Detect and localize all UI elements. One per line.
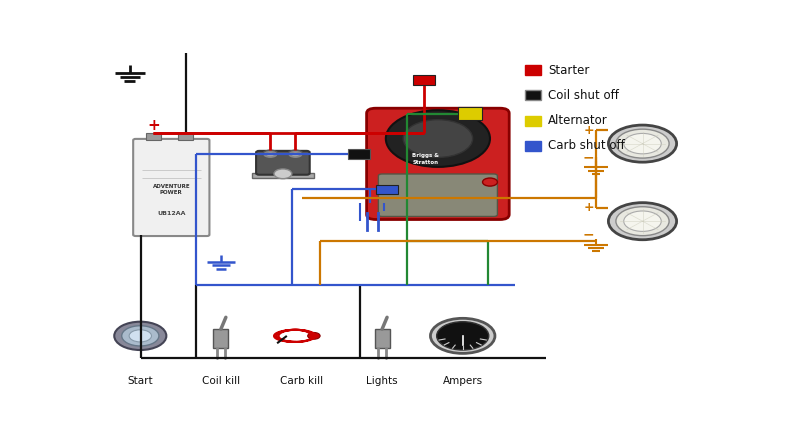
Text: UB12AA: UB12AA [157, 212, 186, 216]
Circle shape [266, 152, 275, 157]
Text: Alternator: Alternator [548, 114, 608, 127]
Circle shape [262, 150, 278, 159]
Text: Coil shut off: Coil shut off [548, 89, 619, 102]
Circle shape [430, 318, 495, 353]
Bar [413, 75, 435, 85]
Text: Coil kill: Coil kill [202, 376, 240, 386]
Text: −: − [582, 150, 594, 164]
Circle shape [403, 120, 473, 157]
Circle shape [114, 321, 166, 350]
Text: Carb kill: Carb kill [280, 376, 323, 386]
Bar [214, 329, 228, 348]
Bar [525, 141, 541, 151]
Text: Briggs &: Briggs & [412, 153, 439, 158]
Bar [525, 116, 541, 126]
Text: Carb shut off: Carb shut off [548, 139, 625, 152]
Circle shape [482, 178, 498, 186]
FancyBboxPatch shape [256, 151, 310, 175]
Text: Lights: Lights [366, 376, 398, 386]
Bar [525, 65, 541, 75]
Text: −: − [582, 228, 594, 242]
Circle shape [608, 125, 677, 162]
FancyBboxPatch shape [133, 139, 210, 236]
Text: ADVENTURE
POWER: ADVENTURE POWER [153, 184, 190, 195]
Text: Stratton: Stratton [413, 160, 438, 165]
Circle shape [308, 332, 320, 339]
Text: +: + [583, 124, 594, 137]
Text: Starter: Starter [548, 64, 590, 77]
Text: Start: Start [127, 376, 153, 386]
Text: +: + [583, 201, 594, 214]
Circle shape [437, 321, 489, 350]
Circle shape [616, 129, 669, 158]
Circle shape [386, 110, 490, 167]
Text: +: + [147, 117, 160, 133]
Circle shape [616, 207, 669, 236]
Circle shape [624, 211, 662, 231]
Bar [146, 133, 161, 140]
FancyBboxPatch shape [378, 174, 498, 216]
Text: Ampers: Ampers [442, 376, 482, 386]
Bar [458, 107, 482, 120]
Circle shape [291, 152, 300, 157]
Circle shape [122, 326, 159, 346]
Bar [252, 173, 314, 178]
Circle shape [608, 203, 677, 240]
Bar [348, 149, 370, 159]
Circle shape [624, 134, 662, 154]
FancyBboxPatch shape [366, 108, 510, 219]
Bar [374, 329, 390, 348]
Bar [178, 133, 193, 140]
Circle shape [274, 169, 292, 179]
Bar [376, 185, 398, 194]
Bar [525, 90, 541, 100]
Circle shape [129, 330, 151, 342]
Circle shape [288, 150, 303, 159]
